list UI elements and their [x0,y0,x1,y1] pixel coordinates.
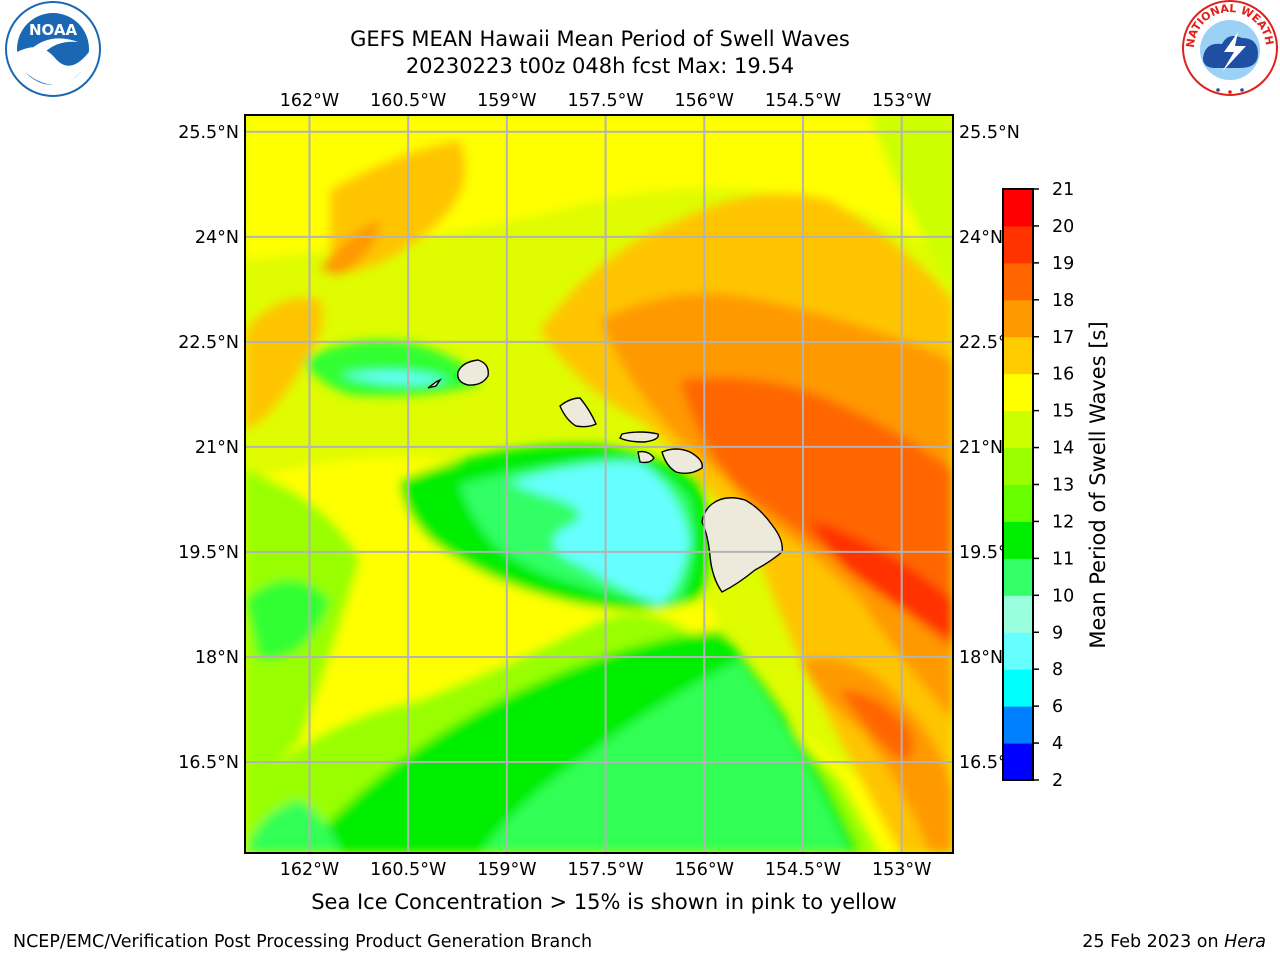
colorbar-tick-label: 19 [1052,254,1074,274]
lat-tick-label: 21°N [195,438,239,458]
lon-tick-label: 153°W [872,860,931,880]
colorbar-swatch [1003,299,1033,338]
lat-tick-label: 25.5°N [178,123,239,143]
lon-tick-label: 154.5°W [765,91,841,111]
lon-tick-label: 159°W [477,91,536,111]
lon-tick-label: 157.5°W [568,860,644,880]
lon-tick-label: 159°W [477,860,536,880]
colorbar-tick-label: 13 [1052,476,1074,496]
lon-tick-label: 162°W [280,91,339,111]
lon-tick-label: 157.5°W [568,91,644,111]
lon-tick-label: 160.5°W [370,91,446,111]
colorbar-swatch [1003,410,1033,449]
colorbar-swatch [1003,262,1033,301]
colorbar-tick-label: 17 [1052,328,1074,348]
island-maui [661,448,703,475]
island-oahu [559,397,597,428]
lat-tick-label: 24°N [959,228,1003,248]
hawaiian-islands [427,359,783,593]
noaa-logo: NOAA [5,1,101,97]
lon-labels-bottom: 162°W 160.5°W 159°W 157.5°W 156°W 154.5°W 153°… [280,860,932,880]
colorbar-swatch [1003,632,1033,670]
island-molokai [619,431,659,443]
lat-tick-label: 24°N [195,228,239,248]
credit-date: 25 Feb 2023 on Hera [1082,932,1266,952]
colorbar-tick-label: 8 [1052,660,1063,680]
colorbar-tick-label: 12 [1052,512,1074,532]
colorbar-swatch [1003,336,1033,375]
colorbar-swatch [1003,558,1033,596]
lon-tick-label: 156°W [675,860,734,880]
colorbar-tick-label: 21 [1052,180,1074,200]
colorbar-swatch [1003,595,1033,633]
title-line-2: 20230223 t00z 048h fcst Max: 19.54 [405,54,795,78]
colorbar-label: Mean Period of Swell Waves [s] [1086,321,1110,648]
lat-tick-label: 22.5°N [178,333,239,353]
lon-tick-label: 162°W [280,860,339,880]
credit-host: Hera [1224,932,1266,952]
colorbar-swatch [1003,743,1033,781]
colorbar-swatch [1003,447,1033,485]
colorbar-tick-label: 10 [1052,586,1074,606]
lat-tick-label: 16.5°N [178,753,239,773]
lon-labels-top: 162°W 160.5°W 159°W 157.5°W 156°W 154.5°W 153°… [280,91,932,111]
colorbar-swatch [1003,484,1033,522]
colorbar-tick-label: 14 [1052,439,1074,459]
colorbar-tick-label: 20 [1052,217,1074,237]
noaa-logo-text: NOAA [29,21,78,39]
colorbar-swatch [1003,189,1033,227]
colorbar-tick-label: 16 [1052,365,1074,385]
lat-tick-label: 19.5°N [178,543,239,563]
lat-tick-label: 18°N [959,648,1003,668]
island-lanai [637,450,655,464]
colorbar: 2 4 6 8 9 10 11 12 13 14 15 16 17 18 19 20 21 [1002,180,1074,791]
colorbar-tick-label: 2 [1052,771,1063,791]
island-niihau [427,378,443,389]
lat-tick-label: 21°N [959,438,1003,458]
colorbar-tick-label: 4 [1052,734,1063,754]
swell-period-field [245,115,953,853]
colorbar-tick-label: 11 [1052,549,1074,569]
colorbar-tick-label: 6 [1052,697,1063,717]
title-line-1: GEFS MEAN Hawaii Mean Period of Swell Wa… [350,27,850,51]
colorbar-swatch [1003,521,1033,559]
colorbar-tick-label: 18 [1052,291,1074,311]
colorbar-swatch [1003,225,1033,264]
lat-tick-label: 18°N [195,648,239,668]
lon-tick-label: 153°W [872,91,931,111]
credit-branch: NCEP/EMC/Verification Post Processing Pr… [13,932,593,952]
colorbar-tick-label: 9 [1052,623,1063,643]
colorbar-swatch [1003,373,1033,412]
lon-tick-label: 156°W [675,91,734,111]
map-frame [244,114,954,854]
lat-labels-left: 25.5°N 24°N 22.5°N 21°N 19.5°N 18°N 16.5°N [178,123,239,773]
colorbar-swatch [1003,669,1033,707]
lat-tick-label: 25.5°N [959,123,1020,143]
credit-date-text: 25 Feb 2023 on [1082,932,1225,952]
colorbar-swatch [1003,706,1033,744]
sea-ice-note: Sea Ice Concentration > 15% is shown in … [311,890,897,914]
island-kauai [457,359,489,386]
gridlines [245,115,953,853]
lon-tick-label: 154.5°W [765,860,841,880]
lon-tick-label: 160.5°W [370,860,446,880]
colorbar-tick-label: 15 [1052,402,1074,422]
